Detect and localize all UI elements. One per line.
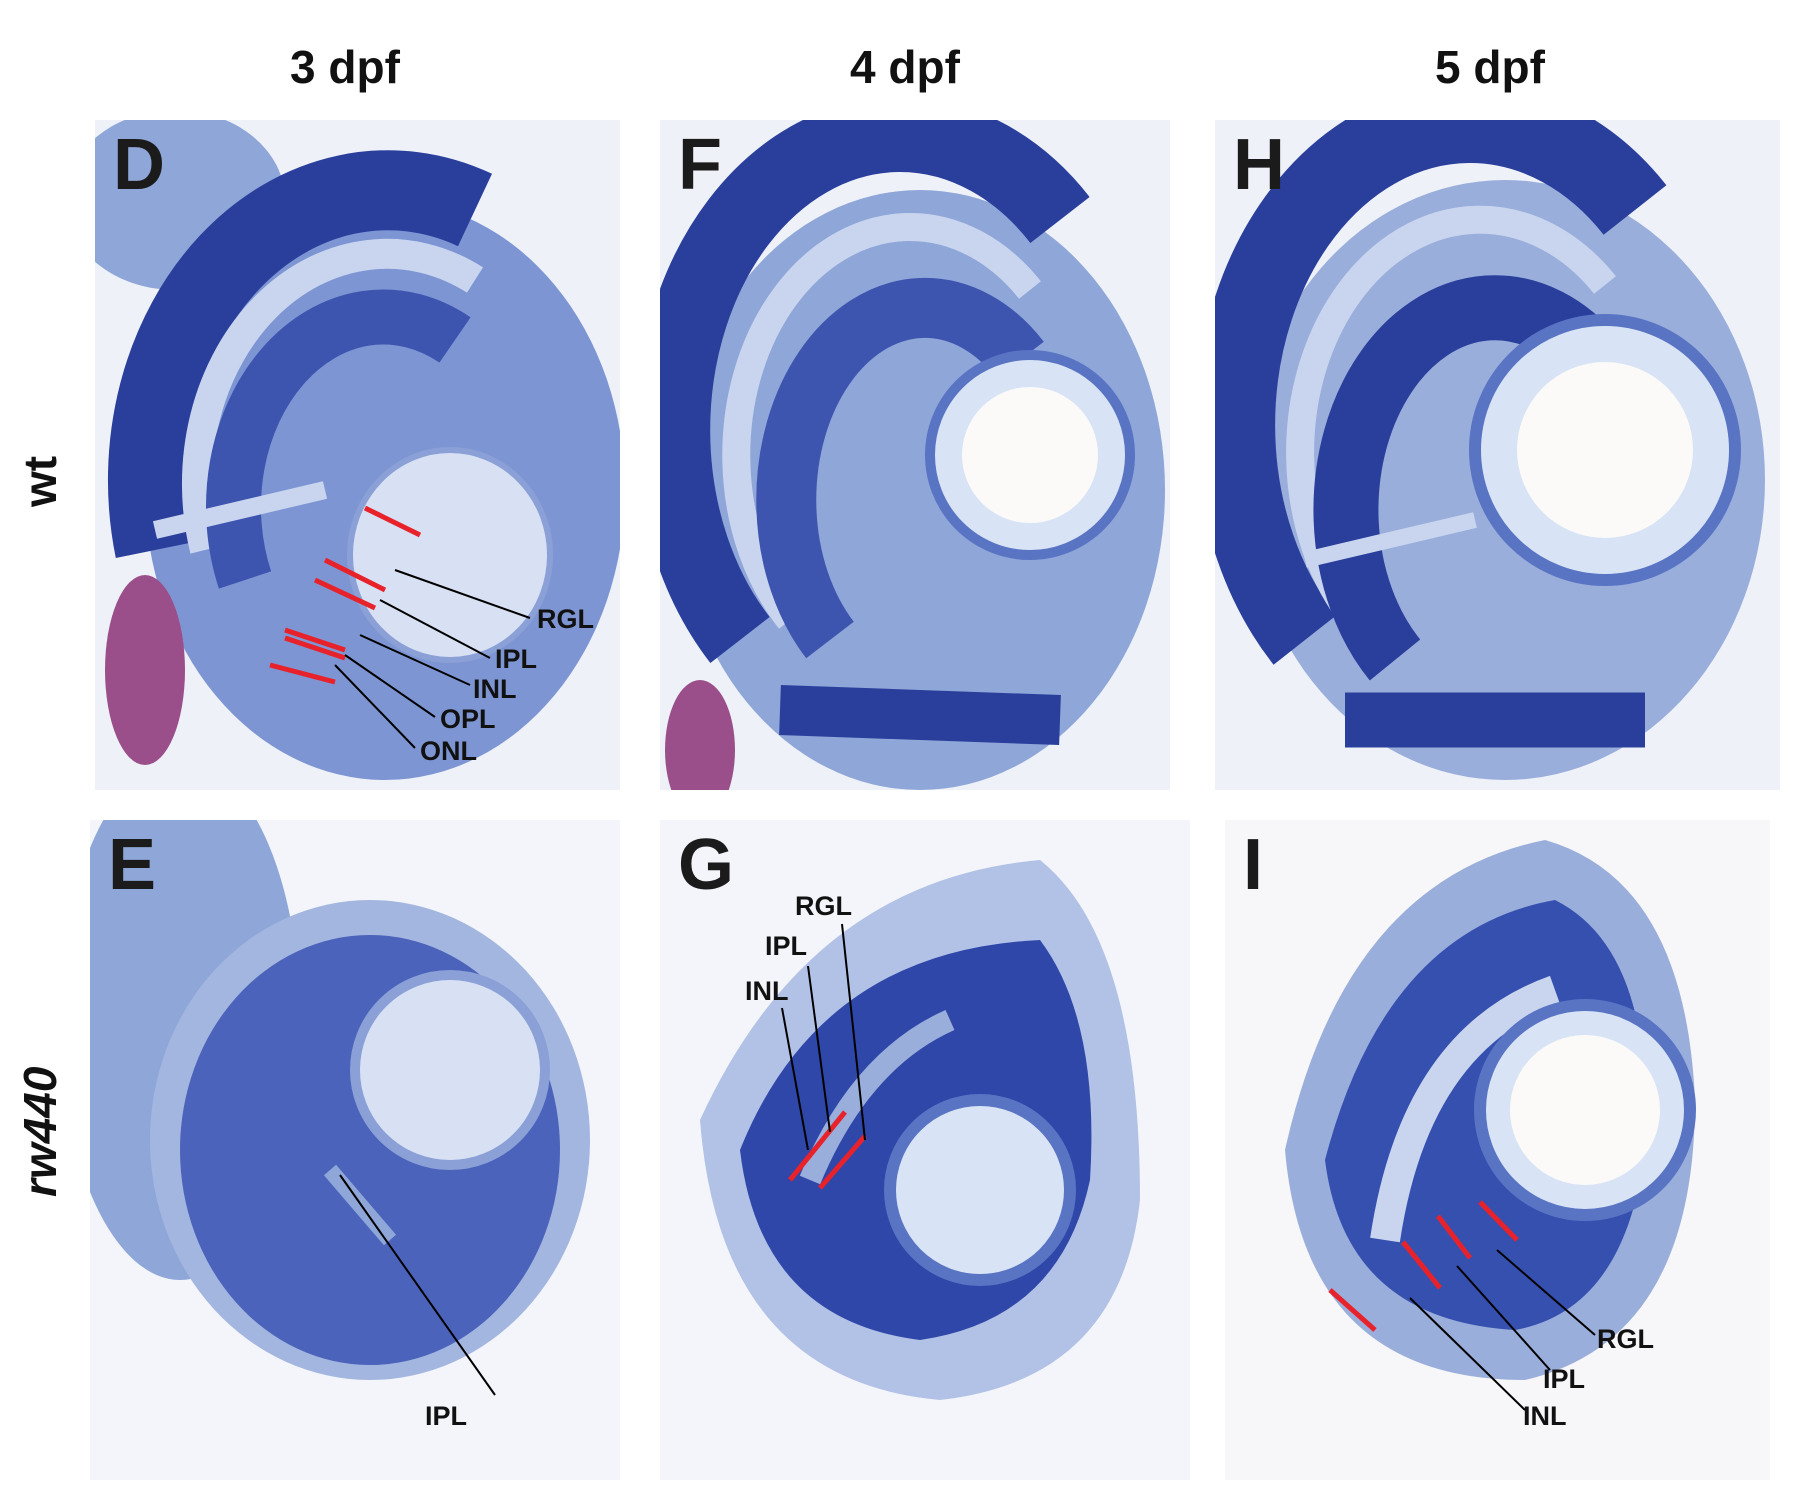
panel-letter-e: E [108,825,157,905]
panel-g-image: INL IPL RGL [660,820,1190,1480]
panel-h-image [1215,120,1780,790]
label-rgl: RGL [537,604,594,634]
column-header-4dpf: 4 dpf [850,41,960,93]
label-onl: ONL [420,736,477,766]
panel-letter-f: F [678,125,722,205]
label-inl: INL [473,674,517,704]
column-header-3dpf: 3 dpf [290,41,400,93]
label-opl: OPL [440,704,496,734]
label-rgl: RGL [795,891,852,921]
label-rgl: RGL [1597,1324,1654,1354]
label-inl: INL [745,976,789,1006]
panel-letter-d: D [113,125,165,205]
panel-i: RGL IPL INL I [1225,820,1770,1480]
panel-letter-i: I [1243,825,1264,905]
label-ipl: IPL [495,644,537,674]
panel-d-image: RGL IPL INL OPL ONL [95,120,620,790]
panel-e: IPL E [90,820,620,1480]
panel-d: RGL IPL INL OPL ONL D [95,120,620,790]
panel-f-image [660,120,1170,790]
panel-i-image: RGL IPL INL [1225,820,1770,1480]
row-header-wt: wt [14,455,66,507]
panel-letter-g: G [678,825,735,905]
panel-f: F [660,120,1170,790]
panel-e-image: IPL [90,820,620,1480]
label-ipl: IPL [765,931,807,961]
column-header-5dpf: 5 dpf [1435,41,1545,93]
panel-h: H [1215,120,1780,790]
panel-g: INL IPL RGL G [660,820,1190,1480]
panel-letter-h: H [1233,125,1285,205]
label-inl: INL [1523,1401,1567,1431]
label-ipl: IPL [1543,1364,1585,1394]
label-ipl: IPL [425,1401,467,1431]
row-header-rw440: rw440 [14,1066,66,1197]
